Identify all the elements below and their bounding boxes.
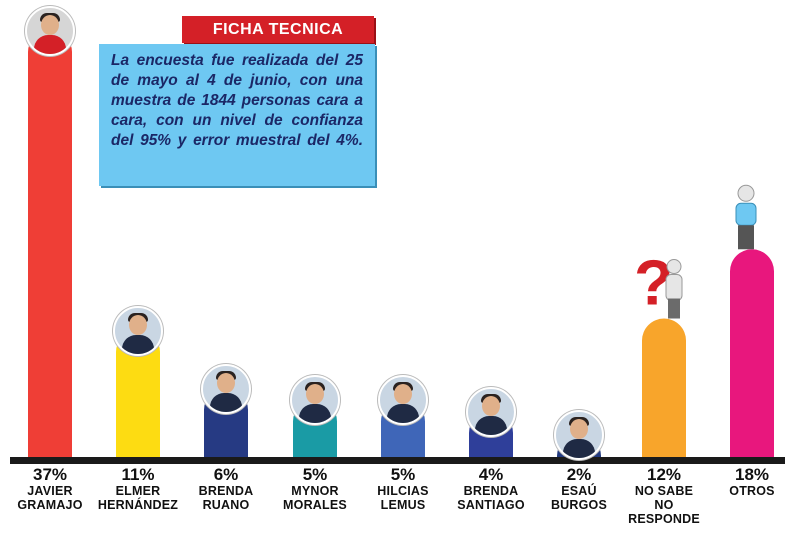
ficha-title: FICHA TECNICA	[182, 16, 374, 43]
value-label: 6%	[213, 465, 239, 484]
category-name: ELMER HERNÁNDEZ	[97, 484, 179, 512]
value-label: 2%	[566, 465, 592, 484]
candidate-photo	[466, 386, 516, 437]
value-label: 5%	[302, 465, 328, 484]
category-label-3: 6% BRENDA RUANO	[181, 465, 271, 512]
candidate-photo	[25, 6, 75, 56]
category-label-2: 11% ELMER HERNÁNDEZ	[93, 465, 183, 512]
bar-2	[116, 330, 160, 457]
category-label-6: 4% BRENDA SANTIAGO	[446, 465, 536, 512]
category-name: MYNOR MORALES	[283, 484, 347, 512]
value-label: 11%	[121, 465, 155, 484]
category-label-1: 37% JAVIER GRAMAJO	[5, 465, 95, 512]
candidate-photo	[113, 306, 163, 357]
value-label: 4%	[478, 465, 504, 484]
category-label-7: 2% ESAÚ BURGOS	[534, 465, 624, 512]
candidate-photo	[378, 375, 428, 426]
ficha-tecnica-box: La encuesta fue realizada del 25 de mayo…	[99, 44, 375, 186]
value-label: 37%	[32, 465, 68, 484]
candidate-photo	[554, 409, 604, 460]
person-figure-icon	[735, 184, 757, 250]
category-label-9: 18% OTROS	[707, 465, 795, 498]
category-label-8: 12% NO SABE NO RESPONDE	[619, 465, 709, 526]
category-label-5: 5% HILCIAS LEMUS	[358, 465, 448, 512]
bar-1	[28, 30, 72, 457]
value-label: 12%	[646, 465, 682, 484]
bar-9	[730, 249, 774, 457]
value-label: 18%	[734, 465, 770, 484]
bar-8	[642, 318, 686, 457]
ficha-text: La encuesta fue realizada del 25 de mayo…	[111, 52, 363, 149]
category-name: OTROS	[729, 484, 775, 498]
value-label: 5%	[390, 465, 416, 484]
chart-baseline	[10, 457, 785, 464]
question-mark-figure-icon: ?	[634, 247, 683, 319]
candidate-photo	[290, 375, 340, 426]
category-name: HILCIAS LEMUS	[377, 484, 429, 512]
category-name: NO SABE NO RESPONDE	[628, 484, 700, 526]
category-name: BRENDA RUANO	[198, 484, 254, 512]
category-label-4: 5% MYNOR MORALES	[270, 465, 360, 512]
candidate-photo	[201, 363, 251, 414]
category-name: BRENDA SANTIAGO	[457, 484, 525, 512]
category-name: JAVIER GRAMAJO	[17, 484, 83, 512]
category-name: ESAÚ BURGOS	[550, 484, 608, 512]
